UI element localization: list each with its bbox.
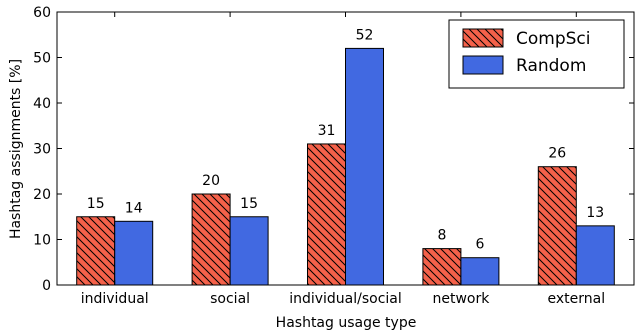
legend-label-compsci: CompSci xyxy=(516,29,590,49)
bar-hatch-compsci-0 xyxy=(76,216,115,285)
data-label-random-2: 52 xyxy=(356,27,374,43)
x-tick-label-3: network xyxy=(432,291,490,307)
data-label-compsci-0: 15 xyxy=(87,196,105,212)
data-label-compsci-2: 31 xyxy=(318,123,336,139)
y-tick-label-4: 40 xyxy=(33,96,51,112)
bar-random-1 xyxy=(229,216,269,286)
y-tick-label-6: 60 xyxy=(33,5,51,21)
y-tick-label-3: 30 xyxy=(33,142,51,158)
x-tick-label-1: social xyxy=(210,291,250,307)
legend-swatch-hatch-compsci xyxy=(463,29,503,47)
bar-hatch-compsci-2 xyxy=(307,143,346,285)
bar-random-2 xyxy=(345,47,384,286)
y-tick-label-0: 0 xyxy=(42,278,51,294)
y-tick-label-2: 20 xyxy=(33,187,51,203)
bar-hatch-compsci-4 xyxy=(538,166,577,285)
x-tick-label-4: external xyxy=(547,291,605,307)
data-label-random-0: 14 xyxy=(125,200,143,216)
data-label-random-1: 15 xyxy=(240,196,258,212)
bar-random-3 xyxy=(460,257,500,286)
data-label-compsci-3: 8 xyxy=(437,228,446,244)
legend-label-random: Random xyxy=(516,56,586,76)
data-label-compsci-1: 20 xyxy=(202,173,220,189)
x-tick-label-2: individual/social xyxy=(289,291,402,307)
x-axis-title: Hashtag usage type xyxy=(276,315,417,331)
bar-random-0 xyxy=(114,220,154,286)
y-tick-label-1: 10 xyxy=(33,233,51,249)
data-label-compsci-4: 26 xyxy=(548,146,566,162)
bar-hatch-compsci-3 xyxy=(422,248,461,285)
x-tick-label-0: individual xyxy=(81,291,149,307)
plot-frame xyxy=(56,11,635,286)
legend-swatch-random xyxy=(462,55,504,75)
y-tick-label-5: 50 xyxy=(33,51,51,67)
y-axis-title: Hashtag assignments [%] xyxy=(8,59,24,239)
data-label-random-3: 6 xyxy=(475,237,484,253)
data-label-random-4: 13 xyxy=(586,205,604,221)
bar-hatch-compsci-1 xyxy=(192,194,231,285)
bar-random-4 xyxy=(575,225,615,286)
